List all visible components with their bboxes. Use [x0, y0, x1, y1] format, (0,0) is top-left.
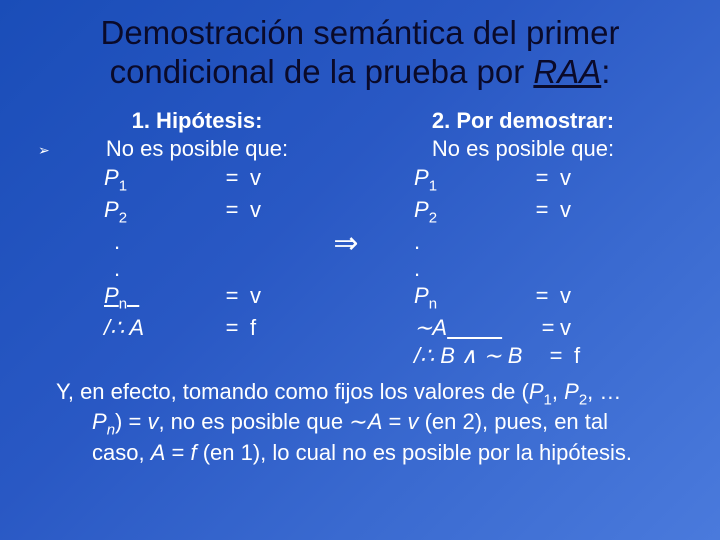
- c-e: =: [382, 409, 407, 434]
- p2-sub: 2: [119, 209, 127, 226]
- c-p2: P: [564, 379, 579, 404]
- rdot2: .: [414, 255, 532, 282]
- row-conclusion: /∴ A = f: [104, 314, 324, 341]
- p2-val: v: [242, 196, 286, 223]
- c-A2: A: [151, 440, 166, 465]
- rp2-sym: P: [414, 197, 429, 222]
- dot2: .: [104, 255, 232, 282]
- c-comma1: ,: [552, 379, 564, 404]
- rA-eq: =: [532, 314, 558, 341]
- row-p2: P2 = v: [104, 196, 324, 228]
- rp1-eq: =: [532, 164, 552, 191]
- c-h: (en 1), lo cual no es posible por la hip…: [197, 440, 632, 465]
- row-pnr: Pn = v: [414, 282, 678, 314]
- implies-icon: ⇒: [333, 226, 358, 261]
- p1-eq: =: [222, 164, 242, 191]
- demonstrate-sub: No es posible que:: [368, 136, 678, 162]
- rA-sym: ∼A: [414, 315, 447, 340]
- title-line2a: condicional de la prueba por: [110, 53, 534, 90]
- c-p2s: 2: [579, 391, 587, 408]
- arrow-column: ⇒: [324, 108, 368, 369]
- rp2-eq: =: [532, 196, 552, 223]
- pn-sub: n: [119, 296, 127, 313]
- rp1-sub: 1: [429, 177, 437, 194]
- row-notA: ∼A = v: [414, 314, 678, 341]
- title-line2c: :: [601, 53, 610, 90]
- p2-eq: =: [222, 196, 242, 223]
- rp2-sub: 2: [429, 209, 437, 226]
- hypothesis-sub: ➢ No es posible que:: [70, 136, 324, 162]
- c-d: , no es posible que ∼: [158, 409, 367, 434]
- columns: 1. Hipótesis: ➢ No es posible que: P1 = …: [28, 108, 692, 369]
- p1-val: v: [242, 164, 286, 191]
- rp1-sym: P: [414, 165, 429, 190]
- c-p1s: 1: [544, 391, 552, 408]
- row-pn: Pn = v: [104, 282, 324, 314]
- rpn-sub: n: [429, 296, 437, 313]
- rA-val: v: [558, 314, 596, 341]
- concl-val: f: [242, 314, 286, 341]
- c-v2: v: [407, 409, 418, 434]
- row-dot1: .: [104, 228, 324, 255]
- slide-root: Demostración semántica del primer condic…: [0, 0, 720, 480]
- rp2-val: v: [552, 196, 596, 223]
- demonstrate-heading: 2. Por demostrar:: [368, 108, 678, 134]
- bullet-icon: ➢: [38, 142, 50, 159]
- rpn-sym: P: [414, 283, 429, 308]
- c-A1: A: [368, 409, 383, 434]
- c-pn: P: [92, 409, 107, 434]
- c-v: v: [147, 409, 158, 434]
- rdot1: .: [414, 228, 532, 255]
- column-demonstrate: 2. Por demostrar: No es posible que: P1 …: [368, 108, 678, 369]
- concl-sym: /∴ A: [104, 314, 222, 341]
- slide-title: Demostración semántica del primer condic…: [28, 14, 692, 92]
- title-line1: Demostración semántica del primer: [100, 14, 619, 51]
- hypothesis-sub-text: No es posible que:: [106, 136, 288, 161]
- row-dot1r: .: [414, 228, 678, 255]
- c-a: Y, en efecto, tomando como fijos los val…: [56, 379, 529, 404]
- dot1: .: [104, 228, 232, 255]
- c-pns: n: [107, 422, 115, 439]
- rconcl-sym: /∴ B ∧ ∼ B: [414, 342, 546, 369]
- column-hypothesis: 1. Hipótesis: ➢ No es posible que: P1 = …: [28, 108, 324, 369]
- row-conclusion-r: /∴ B ∧ ∼ B = f: [414, 342, 678, 369]
- hypothesis-rows: P1 = v P2 = v . . Pn = v /∴ A: [70, 164, 324, 342]
- pn-eq: =: [222, 282, 242, 309]
- row-p1: P1 = v: [104, 164, 324, 196]
- row-dot2: .: [104, 255, 324, 282]
- rpn-eq: =: [532, 282, 552, 309]
- title-raa: RAA: [533, 53, 601, 90]
- p2-sym: P: [104, 197, 119, 222]
- c-c: ) =: [115, 409, 147, 434]
- c-b: , …: [587, 379, 621, 404]
- demonstrate-rows: P1 = v P2 = v . . Pn = v ∼A: [368, 164, 678, 369]
- row-p1r: P1 = v: [414, 164, 678, 196]
- pn-sym: P: [104, 283, 119, 308]
- p1-sub: 1: [119, 177, 127, 194]
- c-g: =: [165, 440, 190, 465]
- rpn-val: v: [552, 282, 596, 309]
- row-dot2r: .: [414, 255, 678, 282]
- p1-sym: P: [104, 165, 119, 190]
- rconcl-val: f: [566, 342, 610, 369]
- c-p1: P: [529, 379, 544, 404]
- rp1-val: v: [552, 164, 596, 191]
- concl-eq: =: [222, 314, 242, 341]
- pn-val: v: [242, 282, 286, 309]
- row-p2r: P2 = v: [414, 196, 678, 228]
- hypothesis-heading: 1. Hipótesis:: [70, 108, 324, 134]
- conclusion-paragraph: Y, en efecto, tomando como fijos los val…: [28, 379, 692, 466]
- rconcl-eq: =: [546, 342, 566, 369]
